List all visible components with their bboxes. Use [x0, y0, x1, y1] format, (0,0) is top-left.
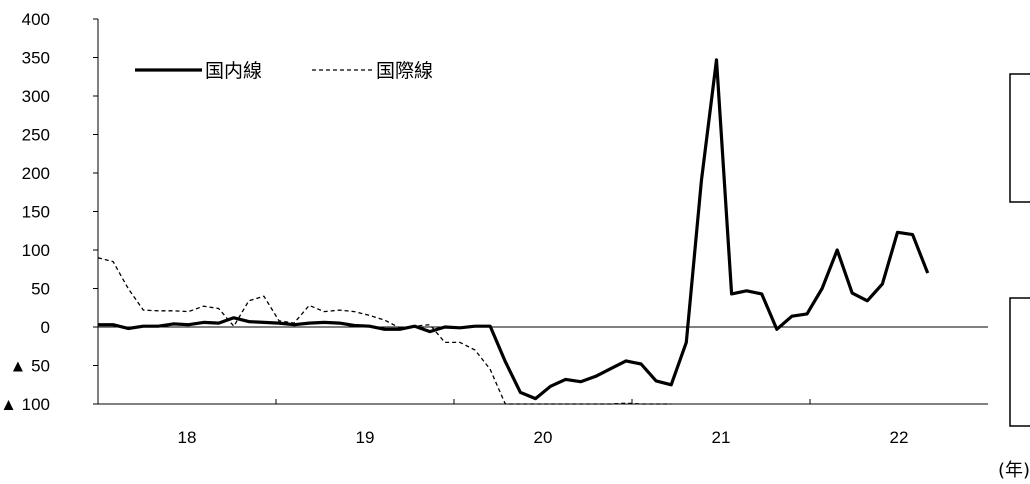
y-tick-label: 200 — [22, 164, 50, 183]
x-unit-label: (年) — [998, 460, 1030, 481]
side-frame-top — [1009, 73, 1030, 203]
x-tick-label: 19 — [356, 428, 375, 447]
y-tick-label: 250 — [22, 126, 50, 145]
y-tick-label: 350 — [22, 49, 50, 68]
x-axis-ticks: 18 19 20 21 22 — [178, 399, 909, 447]
y-tick-label: 100 — [22, 241, 50, 260]
legend-label-international: 国際線 — [376, 60, 433, 82]
x-tick-label: 18 — [178, 428, 197, 447]
side-frame-bottom — [1009, 297, 1030, 427]
x-tick-label: 21 — [712, 428, 731, 447]
y-tick-label: 0 — [41, 318, 50, 337]
y-axis-ticks: 400 350 300 250 200 150 100 50 0 ▲ 50 ▲ 100 — [0, 10, 98, 414]
y-tick-label: 300 — [22, 87, 50, 106]
y-tick-label: 150 — [22, 203, 50, 222]
y-tick-label: 50 — [31, 280, 50, 299]
y-tick-label: ▲ 100 — [0, 395, 50, 414]
legend: 国内線 国際線 — [135, 60, 433, 82]
x-tick-label: 22 — [890, 428, 909, 447]
y-tick-label: 400 — [22, 10, 50, 29]
y-tick-label: ▲ 50 — [10, 357, 50, 376]
series-layer — [97, 58, 930, 405]
x-tick-label: 20 — [534, 428, 553, 447]
legend-label-domestic: 国内線 — [205, 60, 262, 82]
series-line-domestic — [98, 58, 930, 401]
series-line-international — [97, 257, 672, 405]
